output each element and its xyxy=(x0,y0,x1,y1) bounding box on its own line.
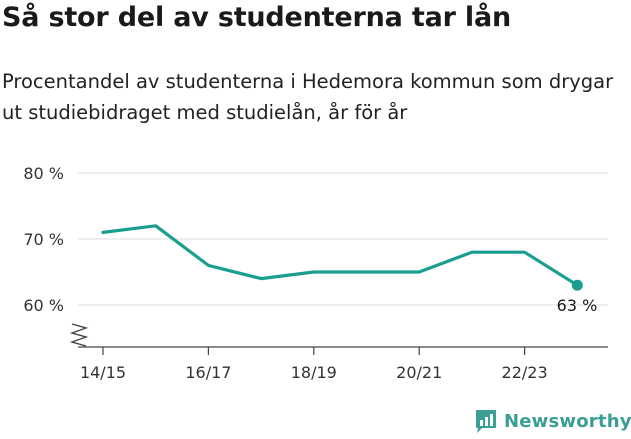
x-tick-label: 22/23 xyxy=(502,363,548,382)
x-axis: 14/15 16/17 18/19 20/21 22/23 xyxy=(69,323,608,382)
x-tick-label: 20/21 xyxy=(396,363,442,382)
axis-break-icon xyxy=(69,323,89,347)
chart-subtitle: Procentandel av studenterna i Hedemora k… xyxy=(2,70,614,124)
end-point-marker xyxy=(571,279,583,291)
y-axis-labels: 60 % 70 % 80 % xyxy=(23,164,64,315)
x-tick-label: 16/17 xyxy=(185,363,231,382)
chart-title: Så stor del av studenterna tar lån xyxy=(2,2,511,33)
x-tick-label: 14/15 xyxy=(80,363,126,382)
newsworthy-logo-icon xyxy=(476,410,496,433)
gridlines xyxy=(78,172,608,306)
end-value-label: 63 % xyxy=(557,296,598,315)
newsworthy-logo: Newsworthy xyxy=(474,408,631,434)
series-line xyxy=(101,224,579,287)
newsworthy-logo-text: Newsworthy xyxy=(504,410,631,432)
y-tick-label: 80 % xyxy=(23,164,64,183)
y-tick-label: 70 % xyxy=(23,230,64,249)
x-tick-label: 18/19 xyxy=(291,363,337,382)
data-series: 63 % xyxy=(101,224,598,315)
y-tick-label: 60 % xyxy=(23,296,64,315)
